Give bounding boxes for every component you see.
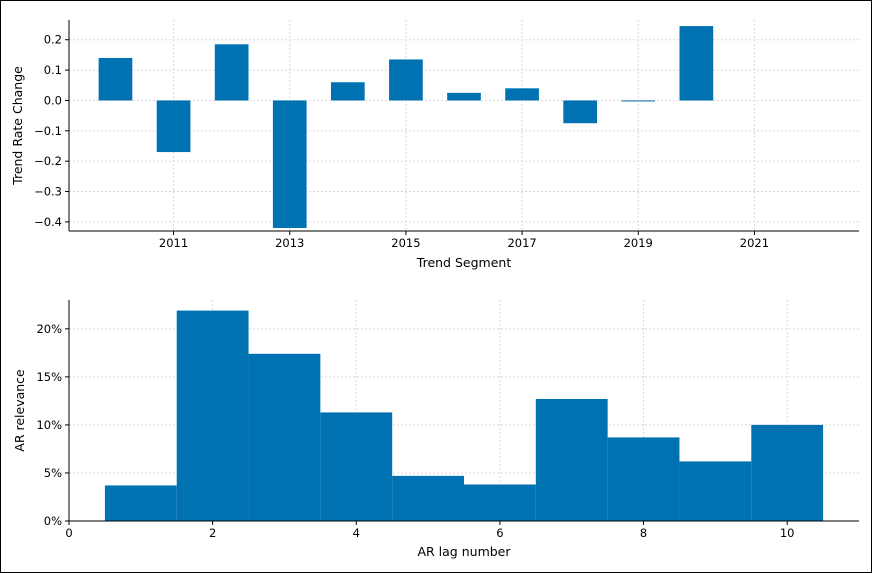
y-axis-label: AR relevance bbox=[12, 369, 27, 452]
bar bbox=[176, 310, 249, 521]
bar bbox=[535, 398, 608, 521]
y-tick-label: 0% bbox=[44, 514, 62, 528]
bar bbox=[320, 412, 393, 521]
bar bbox=[156, 100, 191, 153]
bar bbox=[563, 100, 598, 124]
trend-rate-chart: 2011 2013 2015 2017 2019 2021 0.2 0.1 0.0 −0.1 −0.… bbox=[10, 20, 859, 270]
bar bbox=[679, 26, 714, 101]
x-axis-label: AR lag number bbox=[417, 544, 511, 559]
x-tick-label: 8 bbox=[640, 526, 647, 540]
y-tick-label: 15% bbox=[36, 370, 62, 384]
x-tick-label: 10 bbox=[780, 526, 795, 540]
x-axis-label: Trend Segment bbox=[416, 255, 512, 270]
y-tick-label: −0.4 bbox=[34, 215, 62, 229]
y-tick-label: 5% bbox=[44, 466, 62, 480]
bar bbox=[607, 437, 680, 521]
x-tick-label: 2015 bbox=[391, 236, 420, 250]
bar bbox=[464, 484, 536, 521]
y-tick-label: 10% bbox=[36, 418, 62, 432]
bar bbox=[248, 353, 321, 521]
x-tick-label: 2019 bbox=[624, 236, 653, 250]
x-tick-label: 0 bbox=[65, 526, 72, 540]
y-tick-label: 0.0 bbox=[44, 93, 62, 107]
x-tick-label: 2 bbox=[209, 526, 216, 540]
y-axis-label: Trend Rate Change bbox=[10, 66, 25, 186]
bar bbox=[621, 100, 656, 102]
x-tick-label: 2011 bbox=[159, 236, 188, 250]
bar bbox=[392, 475, 464, 521]
y-tick-label: 0.2 bbox=[44, 33, 62, 47]
bar bbox=[104, 485, 177, 521]
x-tick-label: 2021 bbox=[740, 236, 769, 250]
bar bbox=[389, 59, 423, 101]
y-tick-label: 0.1 bbox=[44, 63, 62, 77]
bar bbox=[272, 100, 307, 228]
y-tick-label: −0.1 bbox=[34, 124, 62, 138]
bar bbox=[679, 461, 752, 521]
bar bbox=[751, 424, 824, 521]
bar bbox=[505, 88, 539, 101]
x-tick-label: 2017 bbox=[507, 236, 536, 250]
x-tick-label: 6 bbox=[496, 526, 503, 540]
ar-relevance-chart: 0 2 4 6 8 10 0% 5% 10% 15% 20% AR lag number AR re… bbox=[12, 300, 859, 559]
x-tick-label: 4 bbox=[353, 526, 360, 540]
x-tick-label: 2013 bbox=[275, 236, 304, 250]
bar bbox=[330, 82, 365, 101]
y-tick-label: −0.3 bbox=[34, 185, 62, 199]
y-tick-label: 20% bbox=[36, 322, 62, 336]
bar bbox=[447, 92, 481, 101]
y-tick-label: −0.2 bbox=[34, 154, 62, 168]
bar bbox=[214, 44, 249, 101]
bar bbox=[98, 57, 133, 101]
